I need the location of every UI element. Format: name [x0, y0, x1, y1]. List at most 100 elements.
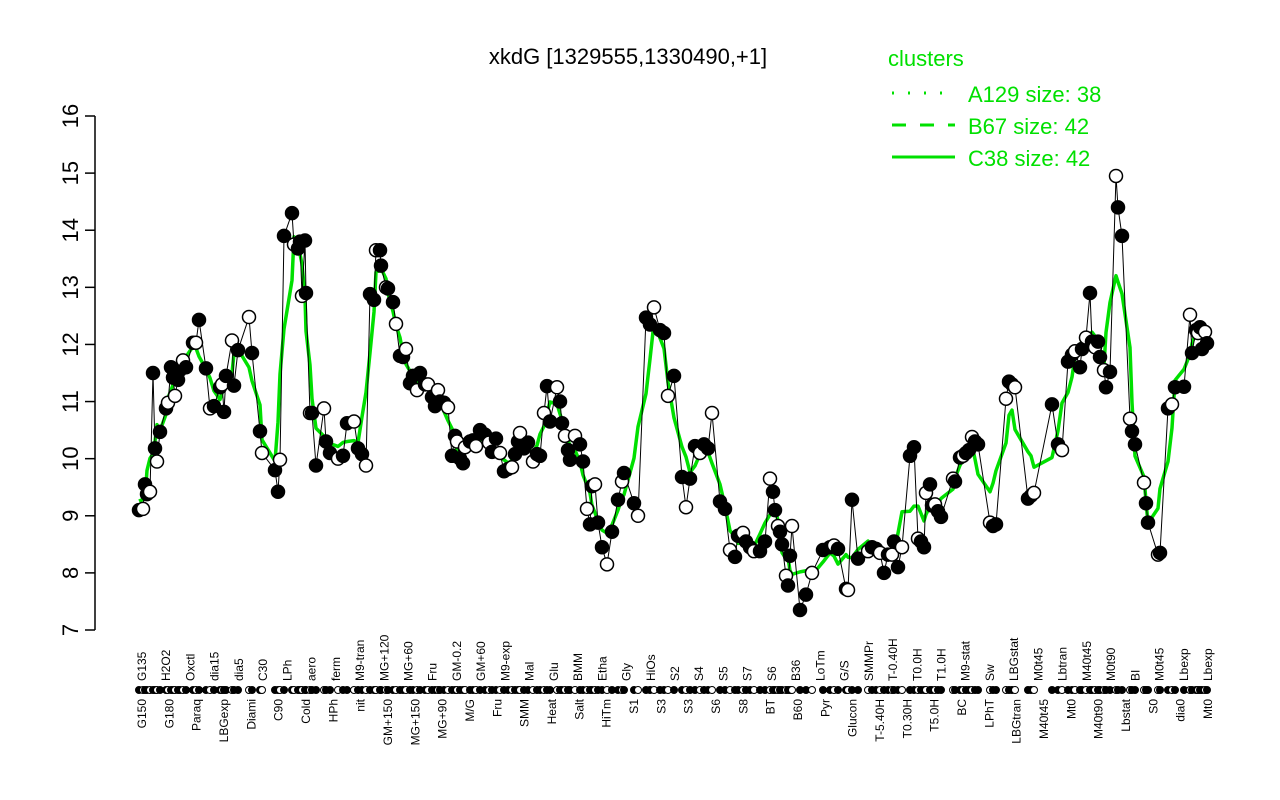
data-point — [532, 448, 548, 464]
x-tick-label: LPhT — [982, 698, 996, 727]
x-tick-label: LBGexp — [217, 699, 231, 743]
x-tick-label: S5 — [716, 666, 730, 681]
data-point — [1136, 475, 1152, 490]
data-point — [922, 477, 938, 492]
data-point — [916, 539, 932, 555]
data-point — [579, 501, 595, 517]
data-point — [1082, 285, 1098, 301]
data-point — [844, 492, 860, 508]
x-tick-label: M40t45 — [1080, 641, 1094, 681]
x-tick-label: S7 — [741, 666, 755, 681]
data-point — [717, 501, 733, 517]
data-point — [488, 431, 504, 446]
y-tick-label: 16 — [58, 104, 83, 128]
data-point — [782, 548, 798, 564]
data-point — [660, 388, 676, 404]
data-point — [850, 551, 866, 566]
x-tick-label: C30 — [256, 659, 270, 681]
data-point — [1176, 379, 1192, 394]
x-tick-label: Oxctl — [183, 654, 197, 681]
x-tick-label: S1 — [627, 699, 641, 714]
data-point — [1140, 515, 1156, 530]
x-tick-label: T-0.40H — [886, 638, 900, 681]
data-point — [304, 405, 320, 421]
data-point — [372, 242, 388, 258]
x-tick-label: G150 — [135, 699, 149, 729]
data-point — [198, 361, 214, 376]
x-tick-label: Fru — [490, 699, 504, 717]
data-point — [167, 388, 183, 404]
x-tick-label: T-5.40H — [873, 699, 887, 742]
x-tick-label: S3 — [654, 699, 668, 714]
data-point — [244, 345, 260, 361]
data-point — [335, 448, 351, 464]
data-point — [284, 205, 300, 221]
data-point — [604, 524, 620, 540]
data-point — [135, 501, 151, 517]
x-tick-label: S6 — [709, 699, 723, 714]
x-tick-label: LBGstat — [1007, 637, 1021, 681]
data-point — [385, 294, 401, 310]
x-tick-label: SMMPr — [862, 641, 876, 681]
data-point — [272, 452, 288, 468]
x-tick-label: S4 — [692, 666, 706, 681]
data-point — [1102, 364, 1118, 380]
data-point — [1152, 545, 1168, 561]
x-axis-labels: G135 H2O2 Oxctl dia15 dia5 C30 LPh aero ferm M9-t… — [135, 634, 1215, 745]
data-point — [358, 458, 374, 473]
data-point — [626, 495, 642, 511]
x-tick-label: G180 — [162, 699, 176, 729]
x-tick-label: Lbexp — [1177, 648, 1191, 681]
data-point — [1127, 437, 1143, 452]
data-point — [492, 445, 508, 461]
data-point — [988, 517, 1004, 532]
x-tick-label: M/G — [463, 699, 477, 722]
data-point — [549, 380, 565, 395]
x-axis-rug — [135, 686, 1211, 694]
x-tick-label: T5.0H — [928, 699, 942, 732]
data-point — [772, 524, 788, 540]
x-tick-label: S3 — [682, 699, 696, 714]
data-point — [316, 401, 332, 416]
data-point — [252, 424, 268, 439]
data-point — [298, 285, 314, 301]
data-point — [308, 458, 324, 473]
x-tick-label: Etha — [595, 656, 609, 681]
x-tick-label: MG+60 — [402, 641, 416, 681]
data-point — [727, 549, 743, 565]
data-point — [678, 499, 694, 515]
x-tick-label: M40t45 — [1037, 699, 1051, 739]
x-tick-label: MG+120 — [377, 634, 391, 681]
x-tick-label: H2O2 — [159, 649, 173, 681]
data-point — [804, 565, 820, 581]
data-point — [646, 300, 662, 315]
data-point — [455, 455, 471, 471]
x-tick-label: BI — [1128, 670, 1142, 681]
x-tick-label: M9-tran — [353, 640, 367, 681]
data-point — [792, 602, 808, 618]
data-point — [656, 325, 672, 341]
data-point — [398, 341, 414, 357]
x-tick-label: Heat — [545, 698, 559, 724]
data-point — [774, 537, 790, 552]
data-point — [366, 292, 382, 308]
data-point — [1124, 424, 1140, 439]
data-point — [216, 404, 232, 420]
data-points — [131, 168, 1215, 618]
x-tick-label: S0 — [1146, 699, 1160, 714]
x-tick-label: Sw — [983, 664, 997, 681]
data-point — [1044, 397, 1060, 412]
data-point — [554, 416, 570, 431]
x-tick-label: LPh — [280, 660, 294, 681]
data-point — [520, 435, 536, 450]
y-tick-label: 12 — [58, 332, 83, 356]
x-tick-label: M0t45 — [1153, 647, 1167, 681]
y-tick-label: 11 — [58, 390, 83, 413]
x-tick-label: Mt0 — [1064, 699, 1078, 719]
data-point — [682, 471, 698, 486]
y-tick-label: 8 — [58, 567, 83, 579]
x-tick-label: T1.0H — [935, 648, 949, 681]
x-tick-label: GM-0.2 — [450, 641, 464, 681]
x-tick-label: MG+90 — [436, 699, 450, 739]
data-point — [147, 441, 163, 456]
